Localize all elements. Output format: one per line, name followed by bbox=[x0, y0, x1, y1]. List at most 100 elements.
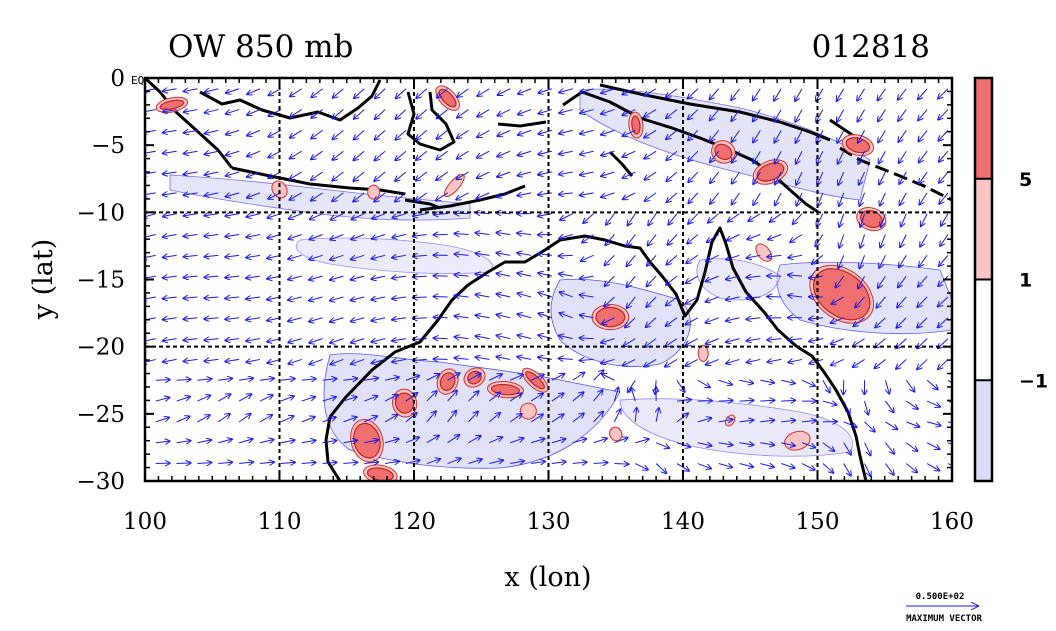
wind-vector bbox=[746, 318, 761, 320]
wind-vector bbox=[289, 213, 302, 219]
wind-vector bbox=[375, 150, 386, 160]
coastline-java bbox=[231, 166, 406, 196]
wind-vector bbox=[939, 192, 949, 204]
wind-vector bbox=[489, 437, 502, 444]
wind-vector bbox=[184, 130, 198, 132]
wind-vector bbox=[426, 459, 440, 465]
wind-vector bbox=[837, 88, 845, 101]
wind-vector bbox=[539, 88, 553, 93]
wind-vector bbox=[810, 358, 824, 363]
equator-label: EQ bbox=[131, 74, 144, 87]
wind-vector bbox=[648, 234, 657, 245]
wind-vector bbox=[688, 213, 699, 224]
wind-vector bbox=[288, 318, 302, 321]
wind-vector bbox=[225, 255, 240, 257]
wind-vector bbox=[726, 254, 740, 259]
wind-vector bbox=[372, 213, 386, 219]
wind-vector bbox=[197, 395, 210, 402]
chart-title-left: OW 850 mb bbox=[168, 29, 353, 65]
wind-vector bbox=[155, 398, 170, 402]
wind-vector bbox=[559, 110, 573, 114]
wind-vector bbox=[184, 339, 198, 341]
wind-vector bbox=[290, 129, 302, 137]
wind-vector bbox=[163, 318, 177, 320]
wind-vector bbox=[666, 296, 678, 306]
wind-vector bbox=[831, 338, 844, 344]
colorbar-label: −1 bbox=[1019, 370, 1048, 392]
ow-feature-weak bbox=[519, 402, 537, 420]
wind-vector bbox=[885, 442, 894, 454]
wind-vector bbox=[559, 234, 573, 238]
wind-vector bbox=[310, 213, 323, 220]
wind-vector bbox=[333, 109, 344, 119]
wind-vector bbox=[559, 274, 573, 276]
wind-vector bbox=[644, 109, 657, 117]
wind-vector bbox=[510, 438, 523, 444]
wind-vector bbox=[351, 338, 365, 343]
wind-vector bbox=[726, 339, 740, 343]
wind-vector bbox=[447, 391, 457, 402]
wind-vector bbox=[497, 315, 511, 318]
wind-vector bbox=[706, 358, 719, 364]
wind-vector bbox=[860, 234, 866, 247]
wind-vector bbox=[290, 109, 302, 118]
wind-vector bbox=[413, 339, 427, 340]
wind-vector bbox=[560, 292, 573, 298]
wind-vector bbox=[580, 88, 594, 93]
wind-vector bbox=[477, 109, 490, 117]
wind-vector bbox=[145, 151, 156, 153]
wind-vector bbox=[822, 380, 830, 392]
wind-vector bbox=[416, 150, 428, 160]
wind-vector bbox=[290, 150, 302, 158]
wind-vector bbox=[899, 255, 907, 267]
wind-vector bbox=[351, 234, 365, 239]
wind-vector bbox=[580, 276, 594, 279]
y-tick-label: −25 bbox=[76, 402, 125, 428]
wind-vector bbox=[530, 439, 544, 444]
wind-vector bbox=[747, 359, 761, 362]
wind-vector bbox=[572, 373, 585, 381]
wind-vector bbox=[145, 234, 156, 237]
wind-vector bbox=[477, 171, 490, 178]
wind-vector bbox=[938, 296, 949, 307]
wind-vector bbox=[205, 151, 219, 154]
wind-vector bbox=[860, 213, 866, 227]
wind-vector bbox=[602, 317, 615, 324]
wind-vector bbox=[246, 276, 261, 278]
wind-vector bbox=[225, 297, 240, 298]
wind-vector bbox=[455, 295, 469, 297]
wind-vector bbox=[155, 441, 170, 443]
wind-vector bbox=[204, 276, 219, 277]
wind-vector bbox=[726, 297, 740, 300]
ow-feature-weak bbox=[271, 180, 288, 199]
wind-vector bbox=[184, 255, 198, 257]
wind-vector bbox=[688, 192, 699, 203]
wind-vector bbox=[247, 150, 261, 156]
wind-vector bbox=[601, 150, 615, 155]
wind-vector bbox=[644, 171, 657, 180]
wind-vector bbox=[710, 88, 720, 100]
wind-vector bbox=[627, 234, 636, 245]
wind-vector bbox=[372, 255, 386, 258]
wind-vector bbox=[375, 130, 386, 139]
wind-vector bbox=[436, 192, 448, 201]
wind-vector bbox=[413, 255, 427, 256]
wind-vector bbox=[926, 463, 939, 471]
wind-vector bbox=[697, 443, 712, 446]
wind-vector bbox=[538, 335, 552, 339]
wind-vector bbox=[655, 442, 669, 448]
wind-vector bbox=[816, 130, 824, 142]
wind-vector bbox=[332, 192, 344, 201]
wind-vector bbox=[413, 318, 427, 319]
wind-vector bbox=[747, 255, 761, 258]
wind-vector bbox=[732, 130, 740, 141]
wind-vector bbox=[392, 318, 406, 320]
wind-vector bbox=[878, 88, 886, 101]
wind-vector bbox=[666, 275, 678, 285]
wind-vector bbox=[697, 379, 710, 387]
x-tick-label: 130 bbox=[527, 509, 571, 535]
wind-vector bbox=[538, 214, 552, 217]
wind-vector bbox=[163, 339, 177, 341]
wind-vector bbox=[332, 150, 344, 160]
wind-vector bbox=[739, 420, 753, 422]
